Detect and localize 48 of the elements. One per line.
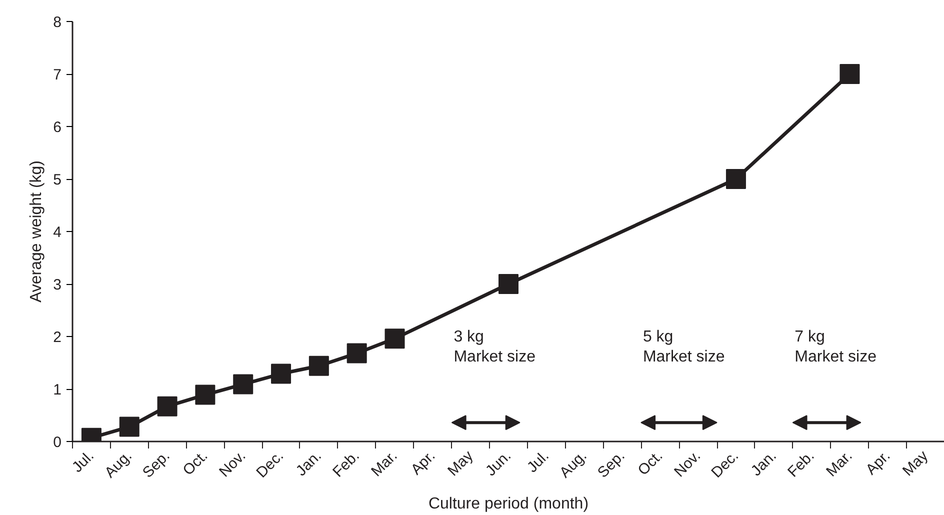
y-tick-label: 0 <box>53 434 62 451</box>
point <box>308 356 329 376</box>
x-tick-label: Feb. <box>784 447 818 481</box>
x-tick-label: Apr. <box>862 447 894 478</box>
point <box>119 416 140 437</box>
y-tick-label: 6 <box>53 119 62 136</box>
y-tick-label: 4 <box>53 224 62 241</box>
y-tick-label: 2 <box>53 329 62 346</box>
x-tick-label: Jun. <box>482 447 515 480</box>
x-tick-label: Jan. <box>748 447 780 480</box>
point <box>726 169 746 189</box>
x-tick-label: May <box>444 447 477 480</box>
point <box>271 364 292 384</box>
x-tick-label: Oct. <box>634 447 666 479</box>
point <box>157 396 178 416</box>
x-tick-label: Sep. <box>594 447 628 482</box>
x-tick-label: Jul. <box>524 447 552 476</box>
y-tick-label: 3 <box>53 276 62 294</box>
x-tick-label: Aug. <box>556 447 590 482</box>
y-tick-label: 1 <box>53 382 62 398</box>
x-tick-label: Nov. <box>671 447 704 481</box>
annotation: 7 kg Market size <box>794 328 877 366</box>
point <box>195 384 216 405</box>
x-tick-label: Dec. <box>253 447 288 482</box>
x-tick-label: May <box>899 447 932 480</box>
x-tick-label: Aug. <box>102 447 136 482</box>
point <box>840 64 860 84</box>
y-tick-label: 8 <box>53 14 62 31</box>
x-tick-label: Feb. <box>330 447 363 481</box>
y-tick-label: 5 <box>53 172 62 188</box>
x-axis-title: Culture period (month) <box>428 495 589 512</box>
y-tick-label: 7 <box>53 66 62 84</box>
y-axis-title: Average weight (kg) <box>28 160 46 302</box>
point <box>233 374 254 394</box>
point <box>346 343 367 364</box>
x-tick-label: Mar. <box>368 447 401 480</box>
point <box>384 328 405 349</box>
x-tick-label: Jul. <box>68 447 98 476</box>
x-tick-label: Sep. <box>139 447 174 482</box>
x-tick-label: Jan. <box>292 447 325 480</box>
x-tick-label: Oct. <box>180 447 212 479</box>
x-tick-label: Mar. <box>823 447 856 480</box>
annotation: 3 kg Market size <box>454 328 536 366</box>
point <box>498 274 518 294</box>
annotation: 5 kg Market size <box>642 328 725 366</box>
x-tick-label: Apr. <box>408 447 439 478</box>
x-tick-label: Dec. <box>708 447 742 482</box>
x-tick-label: Nov. <box>216 447 250 481</box>
